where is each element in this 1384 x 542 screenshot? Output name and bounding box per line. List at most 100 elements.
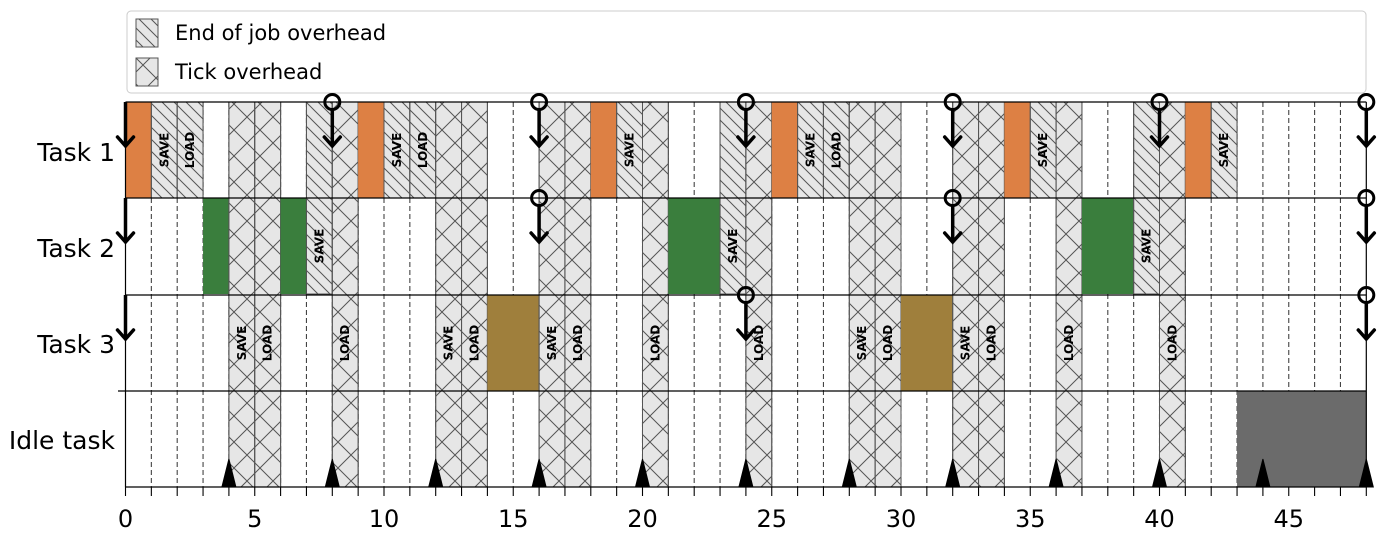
overhead-label-save: SAVE <box>959 326 973 361</box>
segment-task-3-run <box>487 295 540 391</box>
deadline-circle <box>1150 93 1169 111</box>
x-axis: 0 5 10 15 20 25 30 35 40 45 <box>118 486 1367 533</box>
x-tick-label: 5 <box>247 505 262 533</box>
overhead-label-load: LOAD <box>752 325 766 361</box>
job-release-arrow <box>115 295 136 342</box>
x-tick-label: 40 <box>1144 505 1175 533</box>
job-release-arrow <box>942 93 963 149</box>
job-release-arrow <box>1356 93 1377 149</box>
row-label-task-1: Task 1 <box>36 138 115 167</box>
arrow-head <box>1356 135 1377 149</box>
segment-task-2-run <box>280 198 307 294</box>
overhead-label-load: LOAD <box>571 325 585 361</box>
segment-task-2-run <box>1081 198 1134 294</box>
deadline-circle <box>530 93 549 111</box>
job-release-arrow <box>736 93 756 149</box>
job-release-arrow <box>736 286 756 342</box>
segment-task-1-job_end: SAVE <box>616 101 644 199</box>
run-bar <box>280 198 307 294</box>
overhead-label-save: SAVE <box>1140 229 1154 264</box>
segment-task-1-run <box>1185 102 1212 198</box>
overhead-label-load: LOAD <box>984 325 998 361</box>
arrow-head <box>115 135 136 149</box>
overhead-hatch <box>797 101 824 199</box>
tick-interrupt-marker <box>634 458 651 488</box>
row-label-task-3: Task 3 <box>36 330 115 359</box>
run-bar <box>668 198 721 294</box>
deadline-circle <box>736 286 755 304</box>
tick-interrupt-marker <box>1255 458 1271 488</box>
segment-task-1-run <box>125 102 152 198</box>
deadline-circle <box>1357 189 1376 207</box>
overhead-label-save: SAVE <box>855 326 869 361</box>
legend: End of job overhead Tick overhead <box>126 10 1367 94</box>
job-release-arrow <box>1356 189 1377 245</box>
job-release-arrow <box>1149 93 1170 149</box>
legend-label: Tick overhead <box>174 60 322 84</box>
deadline-circle <box>1357 93 1376 111</box>
overhead-label-load: LOAD <box>416 132 430 168</box>
overhead-label-load: LOAD <box>261 325 275 361</box>
overhead-label-save: SAVE <box>623 133 637 168</box>
segment-task-1-job_end: LOAD <box>822 101 850 199</box>
x-tick-label: 35 <box>1015 505 1046 533</box>
deadline-circle <box>736 93 755 111</box>
segment-task-1-job_end: SAVE <box>1029 101 1057 199</box>
run-bar <box>901 295 953 391</box>
segment-task-1-job_end: LOAD <box>176 101 204 199</box>
row-label-idle-task: Idle task <box>9 426 116 455</box>
run-bar <box>771 102 798 198</box>
arrow-head <box>529 231 549 245</box>
arrow-head <box>529 135 549 149</box>
overhead-label-load: LOAD <box>881 325 895 361</box>
tick-interrupt-marker <box>945 458 961 488</box>
tick-interrupt-marker <box>1151 458 1168 488</box>
overhead-label-load: LOAD <box>1062 325 1076 361</box>
overhead-label-save: SAVE <box>390 133 404 168</box>
overhead-label-save: SAVE <box>1036 133 1050 168</box>
segment-task-1-job_end: SAVE <box>797 101 824 199</box>
segment-task-1-run <box>771 102 798 198</box>
overhead-label-load: LOAD <box>648 325 662 361</box>
overhead-label-load: LOAD <box>829 132 843 168</box>
deadline-circle <box>323 93 342 111</box>
event-markers <box>115 93 1377 488</box>
overhead-label-save: SAVE <box>235 326 249 361</box>
segment-task-1-job_end: SAVE <box>150 101 178 199</box>
overhead-label-save: SAVE <box>545 326 559 361</box>
run-bar <box>1004 102 1031 198</box>
segment-task-2-run <box>668 198 721 294</box>
segment-task-1-run <box>358 102 384 198</box>
tick-interrupt-marker <box>428 458 444 488</box>
x-tick-label: 25 <box>756 505 787 533</box>
row-label-task-2: Task 2 <box>36 234 115 263</box>
overhead-label-save: SAVE <box>726 229 740 264</box>
segment-task-1-job_end: LOAD <box>409 101 437 199</box>
segment-task-2-run <box>203 198 229 294</box>
overhead-label-load: LOAD <box>338 325 352 361</box>
arrow-head <box>942 231 963 245</box>
run-bar <box>358 102 384 198</box>
arrow-head <box>115 231 136 245</box>
row-labels: Task 1 Task 2 Task 3 Idle task <box>9 138 116 455</box>
deadline-circle <box>943 93 962 111</box>
overhead-label-save: SAVE <box>442 326 456 361</box>
segment-idle-task-run <box>1237 391 1366 487</box>
run-bar <box>125 102 152 198</box>
arrow-head <box>736 328 756 342</box>
tick-interrupt-marker <box>1048 458 1064 488</box>
tick-interrupt-marker <box>841 458 857 488</box>
job-release-arrow <box>115 102 136 149</box>
run-bar <box>487 295 540 391</box>
overhead-label-save: SAVE <box>312 229 326 264</box>
arrow-head <box>1149 135 1170 149</box>
overhead-label-load: LOAD <box>467 325 481 361</box>
deadline-circle <box>530 189 549 207</box>
tick-interrupt-marker <box>221 458 237 488</box>
run-bar <box>590 102 617 198</box>
x-tick-label: 10 <box>369 505 400 533</box>
legend-entry-end-of-job-overhead: End of job overhead <box>135 18 386 48</box>
x-tick-label: 30 <box>886 505 917 533</box>
arrow-head <box>115 328 136 342</box>
deadline-circle <box>1357 286 1376 304</box>
